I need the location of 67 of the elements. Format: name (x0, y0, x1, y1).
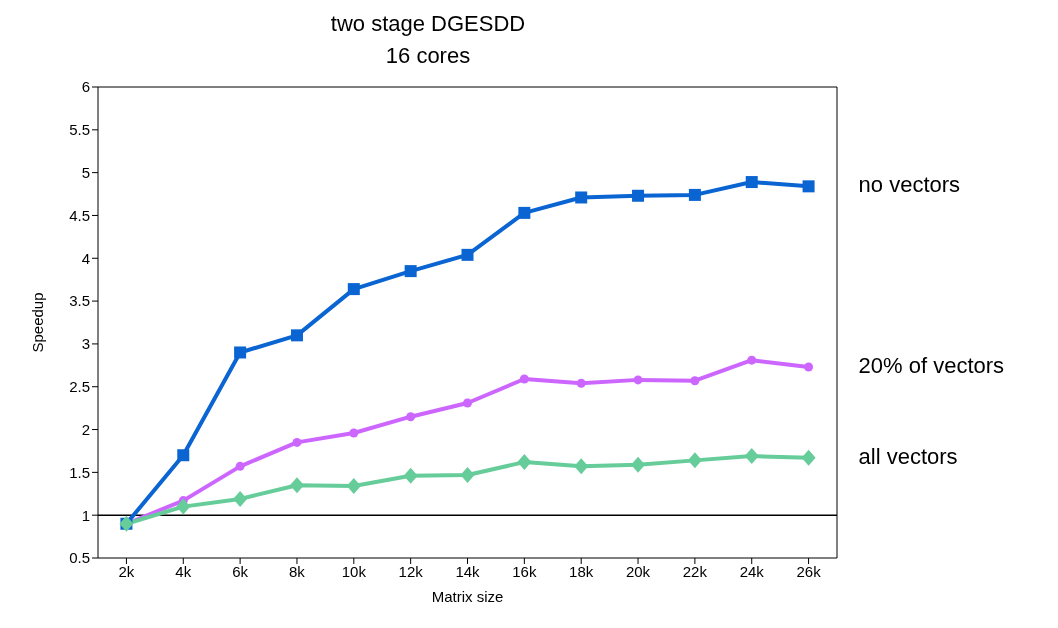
point (517, 454, 532, 471)
x-tick-label: 18k (569, 562, 594, 580)
point (289, 477, 304, 494)
x-tick-label: 14k (455, 562, 481, 580)
y-tick-label: 1.5 (69, 463, 90, 481)
x-tick-label: 8k (289, 562, 306, 580)
x-tick-label: 6k (232, 562, 249, 580)
chart-subtitle: 16 cores (384, 42, 472, 70)
point (403, 467, 418, 484)
point (461, 248, 474, 261)
point (804, 362, 814, 372)
text: 20% of vectors (858, 353, 1005, 379)
x-tick-label: 26k (796, 562, 822, 580)
y-tick-label: 0.5 (69, 549, 90, 567)
point (349, 428, 359, 438)
point (687, 452, 702, 469)
y-tick-label: 5.5 (69, 121, 90, 139)
point (176, 498, 191, 515)
point (576, 378, 586, 388)
series-label: all vectors (858, 443, 958, 469)
x-tick-label: 4k (175, 562, 192, 580)
point (575, 191, 588, 204)
point (177, 449, 190, 462)
point (744, 448, 759, 465)
x-tick-label: 20k (625, 562, 651, 580)
series-label: no vectors (858, 172, 961, 198)
y-axis-title: Speedup (29, 292, 47, 353)
point (633, 375, 643, 385)
y-tick-label: 4 (81, 249, 90, 267)
point (518, 206, 531, 219)
point (632, 189, 645, 202)
point (802, 180, 815, 193)
point (519, 374, 529, 384)
point (574, 458, 589, 475)
point (404, 265, 417, 278)
point (460, 466, 475, 483)
point (688, 188, 701, 201)
point (347, 283, 360, 296)
x-tick-label: 10k (341, 562, 367, 580)
x-tick-label: 2k (118, 562, 135, 580)
x-tick-label: 22k (682, 562, 708, 580)
point (292, 437, 302, 447)
point (290, 329, 303, 342)
point (234, 346, 247, 359)
point (233, 490, 248, 507)
y-tick-label: 2 (81, 420, 90, 438)
x-tick-label: 16k (512, 562, 537, 580)
y-tick-label: 5 (81, 163, 90, 181)
y-tick-label: 2.5 (69, 378, 90, 396)
point (690, 376, 700, 386)
x-tick-label: 12k (398, 562, 424, 580)
x-tick-label: 24k (739, 562, 765, 580)
y-tick-label: 4.5 (69, 206, 90, 224)
point (747, 355, 757, 365)
y-tick-label: 3 (81, 335, 90, 353)
point (801, 449, 816, 466)
chart-title: two stage DGESDD (329, 10, 527, 38)
point (346, 478, 361, 495)
y-tick-label: 1 (81, 506, 90, 524)
point (463, 398, 472, 408)
point (745, 176, 758, 189)
x-axis-title: Matrix size (431, 588, 504, 605)
point (406, 412, 416, 422)
y-tick-label: 3.5 (69, 292, 90, 310)
y-tick-label: 6 (81, 78, 90, 96)
point (631, 456, 646, 473)
point (235, 461, 245, 471)
